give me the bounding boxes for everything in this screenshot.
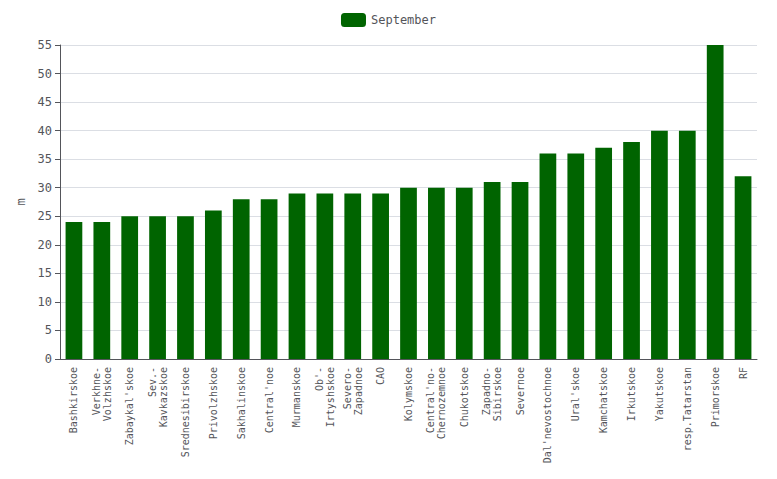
svg-text:Volzhskoe: Volzhskoe: [102, 367, 113, 421]
svg-text:Sakhalinskoe: Sakhalinskoe: [236, 367, 247, 439]
svg-text:Murmanskoe: Murmanskoe: [291, 367, 302, 427]
svg-text:Verkhne-: Verkhne-: [91, 367, 102, 415]
svg-text:Yakutskoe: Yakutskoe: [654, 367, 665, 421]
svg-text:25: 25: [38, 209, 52, 223]
svg-text:Kolymskoe: Kolymskoe: [403, 367, 414, 421]
svg-text:Kamchatskoe: Kamchatskoe: [598, 367, 609, 433]
svg-text:Zabaykal'skoe: Zabaykal'skoe: [124, 367, 135, 445]
svg-text:resp.Tatarstan: resp.Tatarstan: [682, 367, 693, 451]
svg-text:Srednesibirskoe: Srednesibirskoe: [180, 367, 191, 457]
svg-text:15: 15: [38, 266, 52, 280]
svg-text:35: 35: [38, 152, 52, 166]
svg-text:m: m: [14, 198, 28, 205]
svg-text:Chukotskoe: Chukotskoe: [459, 367, 470, 427]
svg-text:Dal'nevostochnoe: Dal'nevostochnoe: [542, 367, 553, 463]
svg-text:0: 0: [45, 352, 52, 366]
svg-text:September: September: [371, 13, 436, 27]
svg-text:50: 50: [38, 67, 52, 81]
svg-text:Ural'skoe: Ural'skoe: [570, 367, 581, 421]
svg-text:Severo-: Severo-: [342, 367, 353, 409]
svg-text:Sev.-: Sev.-: [147, 367, 158, 397]
svg-text:40: 40: [38, 124, 52, 138]
svg-text:Zapadnoe: Zapadnoe: [353, 367, 364, 415]
svg-text:Sibirskoe: Sibirskoe: [492, 367, 503, 421]
svg-text:Severnoe: Severnoe: [515, 367, 526, 415]
svg-text:5: 5: [45, 323, 52, 337]
svg-text:Privolzhskoe: Privolzhskoe: [208, 367, 219, 439]
svg-text:Bashkirskoe: Bashkirskoe: [68, 367, 79, 433]
svg-text:RF: RF: [738, 367, 749, 379]
svg-text:Chernozemnoe: Chernozemnoe: [436, 367, 447, 439]
svg-text:Central'no-: Central'no-: [425, 367, 436, 433]
svg-text:55: 55: [38, 38, 52, 52]
svg-text:Irkutskoe: Irkutskoe: [626, 367, 637, 421]
svg-text:10: 10: [38, 295, 52, 309]
svg-text:45: 45: [38, 95, 52, 109]
svg-text:CAO: CAO: [375, 367, 386, 385]
svg-text:Ob'-: Ob'-: [314, 367, 325, 391]
svg-text:30: 30: [38, 181, 52, 195]
svg-text:Zapadno-: Zapadno-: [481, 367, 492, 415]
svg-text:Kavkazskoe: Kavkazskoe: [158, 367, 169, 427]
svg-text:20: 20: [38, 238, 52, 252]
svg-text:Irtyshskoe: Irtyshskoe: [325, 367, 336, 427]
svg-text:Central'noe: Central'noe: [264, 367, 275, 433]
svg-text:Primorskoe: Primorskoe: [710, 367, 721, 427]
